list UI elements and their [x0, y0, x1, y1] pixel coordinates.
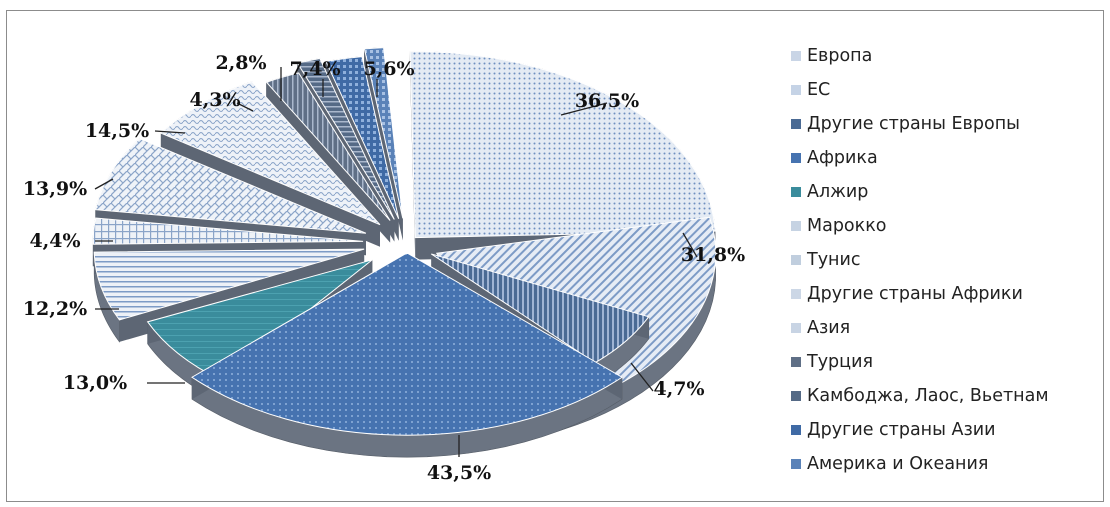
data-label-13: 5,6%	[363, 58, 414, 80]
data-label-1: 36,5%	[575, 90, 639, 112]
legend-swatch-icon	[791, 255, 801, 265]
legend-swatch-icon	[791, 459, 801, 469]
data-label-5: 13,0%	[63, 372, 127, 394]
legend-item: Другие страны Азии	[791, 413, 1110, 447]
data-label-9: 14,5%	[85, 120, 149, 142]
legend-item: Турция	[791, 345, 1110, 379]
legend-swatch-icon	[791, 221, 801, 231]
leader-line-1	[560, 102, 608, 116]
legend-swatch-icon	[791, 391, 801, 401]
legend-label: Алжир	[807, 182, 869, 202]
legend-item: ЕС	[791, 73, 1110, 107]
legend-item: Тунис	[791, 243, 1110, 277]
legend-item: Алжир	[791, 175, 1110, 209]
legend-item: Другие страны Африки	[791, 277, 1110, 311]
chart-frame: 36,5% 31,8% 4,7% 43,5% 13,0% 12,2% 4,4% 13,9% 14…	[6, 10, 1104, 502]
legend-item: Америка и Океания	[791, 447, 1110, 481]
legend-item: Азия	[791, 311, 1110, 345]
legend-swatch-icon	[791, 153, 801, 163]
legend-item: Марокко	[791, 209, 1110, 243]
legend-label: Другие страны Азии	[807, 420, 996, 440]
leader-line-9	[154, 130, 186, 134]
data-label-3: 4,7%	[653, 378, 704, 400]
legend-label: Африка	[807, 148, 878, 168]
data-label-7: 4,4%	[29, 230, 80, 252]
leader-line-3	[630, 362, 654, 392]
legend-swatch-icon	[791, 51, 801, 61]
legend-item: Другие страны Европы	[791, 107, 1110, 141]
legend-label: Марокко	[807, 216, 887, 236]
legend-swatch-icon	[791, 119, 801, 129]
legend-item: Европа	[791, 39, 1110, 73]
legend-label: Америка и Океания	[807, 454, 989, 474]
data-label-12: 7,4%	[289, 58, 340, 80]
leader-line-10	[236, 102, 254, 112]
legend-swatch-icon	[791, 425, 801, 435]
data-label-4: 43,5%	[427, 462, 491, 484]
legend-swatch-icon	[791, 323, 801, 333]
leader-line-2	[682, 232, 698, 258]
pie-chart: 36,5% 31,8% 4,7% 43,5% 13,0% 12,2% 4,4% 13,9% 14…	[23, 47, 745, 484]
legend-item: Камбоджа, Лаос, Вьетнам	[791, 379, 1110, 413]
legend-swatch-icon	[791, 187, 801, 197]
legend-swatch-icon	[791, 289, 801, 299]
legend-label: Камбоджа, Лаос, Вьетнам	[807, 386, 1049, 406]
chart-legend: Европа ЕС Другие страны Европы Африка Алжир М…	[791, 39, 1110, 481]
data-label-11: 2,8%	[215, 52, 266, 74]
data-label-6: 12,2%	[23, 298, 87, 320]
data-label-10: 4,3%	[189, 89, 240, 111]
legend-item: Африка	[791, 141, 1110, 175]
legend-label: Европа	[807, 46, 873, 66]
legend-label: Другие страны Европы	[807, 114, 1020, 134]
leader-line-8	[94, 178, 114, 190]
data-label-2: 31,8%	[681, 244, 745, 266]
pie-slice-4	[191, 252, 623, 458]
legend-label: Азия	[807, 318, 851, 338]
legend-swatch-icon	[791, 85, 801, 95]
data-label-8: 13,9%	[23, 178, 87, 200]
legend-label: ЕС	[807, 80, 831, 100]
legend-swatch-icon	[791, 357, 801, 367]
legend-label: Другие страны Африки	[807, 284, 1023, 304]
legend-label: Тунис	[807, 250, 861, 270]
legend-label: Турция	[807, 352, 873, 372]
